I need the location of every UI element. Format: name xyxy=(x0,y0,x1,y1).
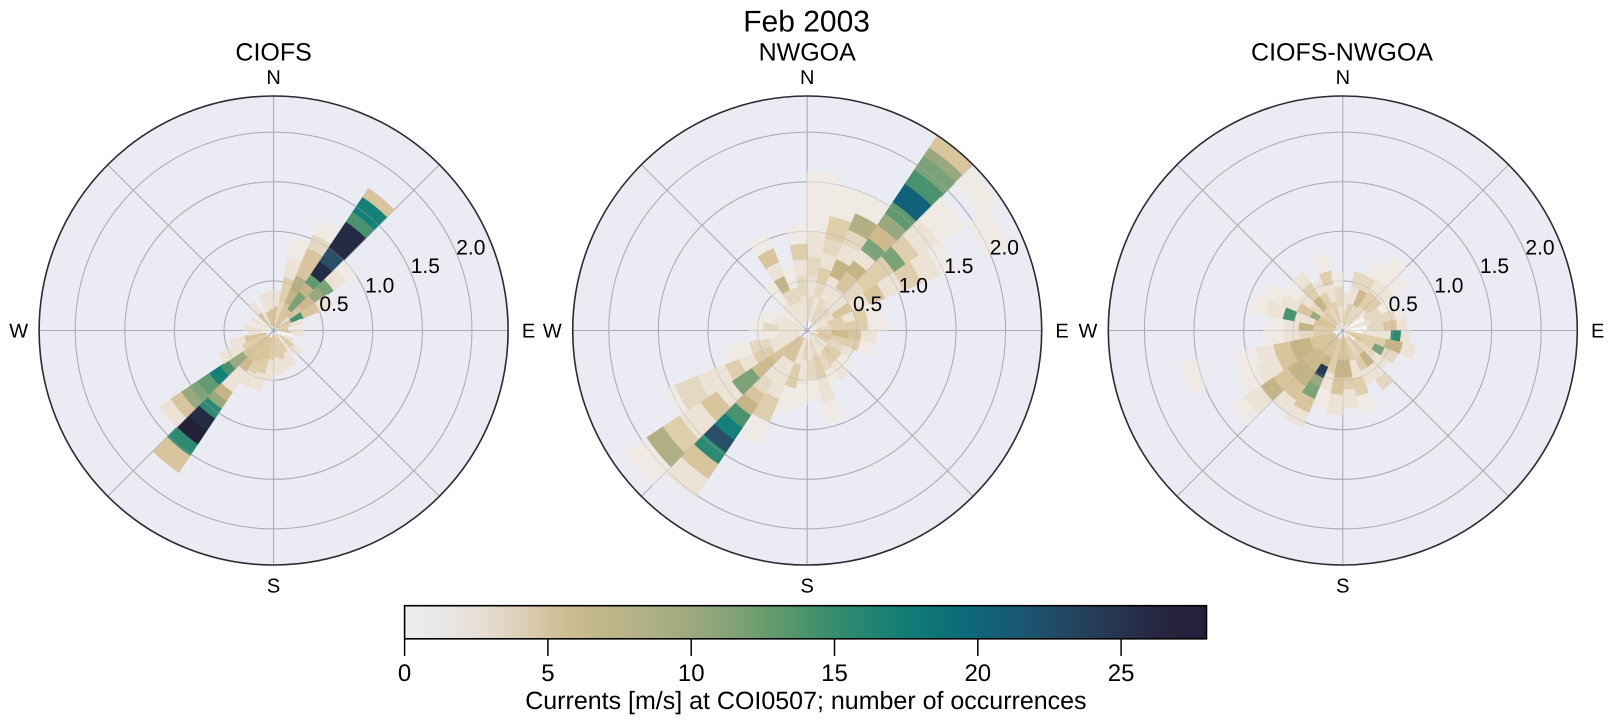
svg-text:W: W xyxy=(543,321,562,343)
svg-text:0.5: 0.5 xyxy=(853,293,882,316)
svg-text:25: 25 xyxy=(1108,660,1135,687)
svg-text:Currents [m/s] at COI0507; num: Currents [m/s] at COI0507; number of occ… xyxy=(525,687,1086,715)
svg-text:CIOFS-NWGOA: CIOFS-NWGOA xyxy=(1251,39,1433,67)
svg-text:S: S xyxy=(1336,576,1349,598)
svg-text:5: 5 xyxy=(541,660,554,687)
svg-text:15: 15 xyxy=(821,660,848,687)
svg-text:S: S xyxy=(267,576,280,598)
svg-text:1.0: 1.0 xyxy=(899,275,928,298)
svg-text:W: W xyxy=(1078,321,1097,343)
svg-text:S: S xyxy=(801,576,814,598)
svg-text:1.5: 1.5 xyxy=(1480,255,1509,278)
svg-text:2.0: 2.0 xyxy=(456,237,485,260)
svg-text:20: 20 xyxy=(964,660,991,687)
svg-text:1.0: 1.0 xyxy=(365,275,394,298)
svg-text:2.0: 2.0 xyxy=(990,237,1019,260)
svg-text:E: E xyxy=(1055,321,1068,343)
svg-text:N: N xyxy=(266,67,280,89)
svg-text:CIOFS: CIOFS xyxy=(235,39,311,67)
svg-text:E: E xyxy=(1591,321,1604,343)
svg-text:1.0: 1.0 xyxy=(1434,275,1463,298)
svg-text:0: 0 xyxy=(398,660,411,687)
svg-text:N: N xyxy=(1336,67,1350,89)
svg-text:N: N xyxy=(800,67,814,89)
svg-text:10: 10 xyxy=(678,660,705,687)
svg-text:1.5: 1.5 xyxy=(411,255,440,278)
svg-text:E: E xyxy=(522,321,535,343)
svg-text:0.5: 0.5 xyxy=(1389,293,1418,316)
svg-text:W: W xyxy=(9,321,28,343)
svg-text:2.0: 2.0 xyxy=(1525,237,1554,260)
svg-text:NWGOA: NWGOA xyxy=(759,39,857,67)
svg-text:0.5: 0.5 xyxy=(319,293,348,316)
svg-text:Feb 2003: Feb 2003 xyxy=(743,6,870,39)
svg-text:1.5: 1.5 xyxy=(944,255,973,278)
